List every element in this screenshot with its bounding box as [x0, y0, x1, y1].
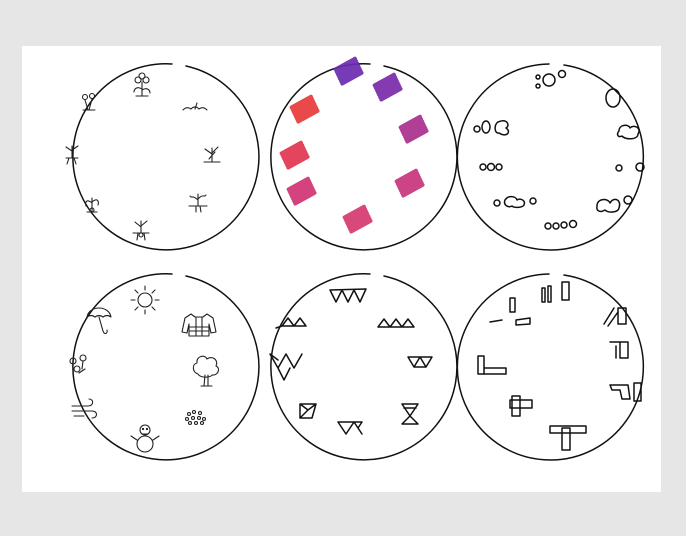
triangle-pattern-icon	[401, 403, 419, 425]
sun-icon	[130, 285, 160, 315]
worksheet-drawing	[65, 56, 645, 461]
triangle-pattern-icon	[377, 318, 415, 328]
sprouting-plant-icon	[65, 145, 79, 165]
circle-outline	[72, 273, 260, 461]
triangle-pattern-icon	[299, 403, 317, 419]
snowman-icon	[130, 424, 160, 453]
color-scribble-swatch	[342, 204, 373, 234]
color-scribble-swatch	[394, 168, 425, 198]
tree-icon	[192, 355, 220, 387]
umbrella-icon	[86, 307, 112, 335]
circle-cluster-icon	[479, 162, 503, 172]
sprouting-plant-icon	[132, 220, 150, 241]
sprouting-plant-icon	[188, 193, 208, 213]
color-swatches-circle	[270, 56, 458, 251]
circle-outline	[72, 63, 260, 251]
circle-cluster-icon	[535, 69, 567, 89]
rectangle-block-icon	[603, 307, 627, 327]
circle-cluster-icon	[493, 195, 537, 209]
flowers-icon	[69, 354, 87, 374]
weather-seasons-circle	[69, 273, 260, 461]
color-scribble-swatch	[289, 94, 320, 124]
circle-cluster-icon	[473, 120, 510, 136]
seedlings-circle	[65, 63, 260, 251]
flower-plant-icon	[133, 72, 151, 97]
sprouting-plant-icon	[85, 197, 99, 213]
flower-plant-icon	[81, 92, 96, 111]
triangle-pattern-icon	[275, 317, 307, 329]
blocks-circle	[456, 273, 645, 461]
triangle-pattern-icon	[269, 353, 303, 381]
circle-outline	[456, 273, 645, 461]
circle-outline	[270, 63, 458, 251]
sprouting-plant-icon	[203, 146, 221, 163]
rectangle-block-icon	[509, 395, 533, 417]
circle-cluster-icon	[616, 124, 640, 140]
color-scribble-swatch	[398, 114, 429, 144]
color-scribble-swatch	[279, 140, 310, 170]
rectangle-block-icon	[477, 355, 507, 375]
triangle-pattern-icon	[407, 356, 433, 368]
color-scribble-swatch	[372, 72, 403, 102]
bubbles-circle	[456, 63, 645, 251]
color-scribble-swatch	[333, 56, 364, 86]
circle-cluster-icon	[544, 219, 578, 230]
triangles-circle	[269, 273, 458, 461]
circle-cluster-icon	[605, 88, 621, 108]
color-scribble-swatch	[286, 176, 317, 206]
circle-cluster-icon	[615, 162, 645, 172]
rectangle-block-icon	[541, 281, 570, 303]
sweater-icon	[181, 313, 217, 337]
rectangle-block-icon	[489, 297, 531, 326]
circle-cluster-icon	[596, 195, 633, 213]
wind-icon	[71, 398, 98, 419]
circle-outline	[456, 63, 645, 251]
triangle-pattern-icon	[337, 421, 363, 435]
rectangle-block-icon	[609, 341, 629, 359]
rectangle-block-icon	[609, 382, 642, 402]
rectangle-block-icon	[549, 425, 587, 451]
circle-outline	[270, 273, 458, 461]
triangle-pattern-icon	[329, 288, 367, 303]
grass-sprout-icon	[182, 102, 208, 111]
snowflakes-icon	[184, 409, 207, 426]
worksheet-sheet	[22, 46, 661, 492]
